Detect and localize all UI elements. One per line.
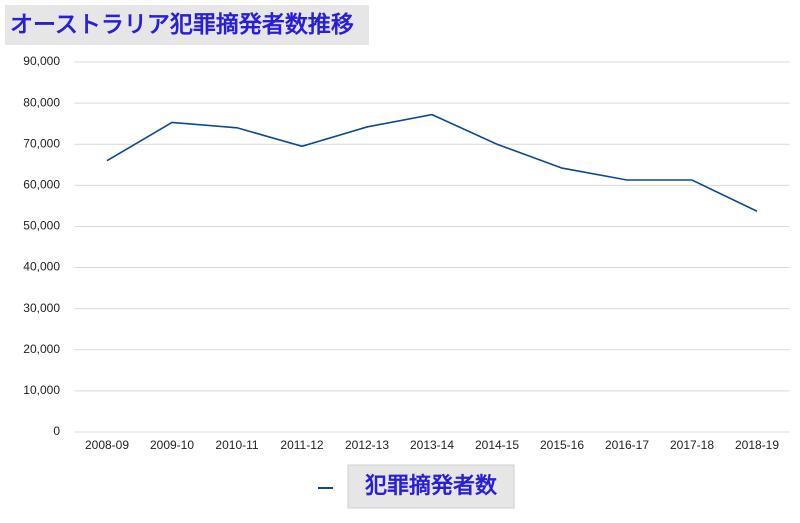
x-tick-label: 2012-13 [345,438,389,452]
x-tick-label: 2018-19 [735,438,779,452]
x-tick-label: 2010-11 [215,438,258,452]
x-tick-label: 2008-09 [85,438,129,452]
x-tick-label: 2017-18 [670,438,714,452]
y-tick-label: 40,000 [23,260,60,274]
title-background [5,5,369,45]
y-tick-label: 90,000 [23,54,60,68]
y-tick-label: 10,000 [23,383,60,397]
x-tick-label: 2016-17 [605,438,649,452]
chart-title: オーストラリア犯罪摘発者数推移 [10,11,354,37]
y-tick-label: 0 [53,424,60,438]
y-tick-label: 80,000 [23,95,60,109]
legend-background [347,464,515,509]
y-tick-label: 30,000 [23,301,60,315]
x-tick-label: 2011-12 [280,438,323,452]
y-tick-label: 60,000 [23,178,60,192]
legend-label: 犯罪摘発者数 [364,473,498,498]
x-tick-label: 2014-15 [475,438,519,452]
y-tick-label: 50,000 [23,219,60,233]
x-tick-label: 2013-14 [410,438,454,452]
x-tick-label: 2015-16 [540,438,584,452]
data-line [106,113,758,212]
x-tick-label: 2009-10 [150,438,194,452]
y-tick-label: 70,000 [23,136,60,150]
y-tick-label: 20,000 [23,342,60,356]
